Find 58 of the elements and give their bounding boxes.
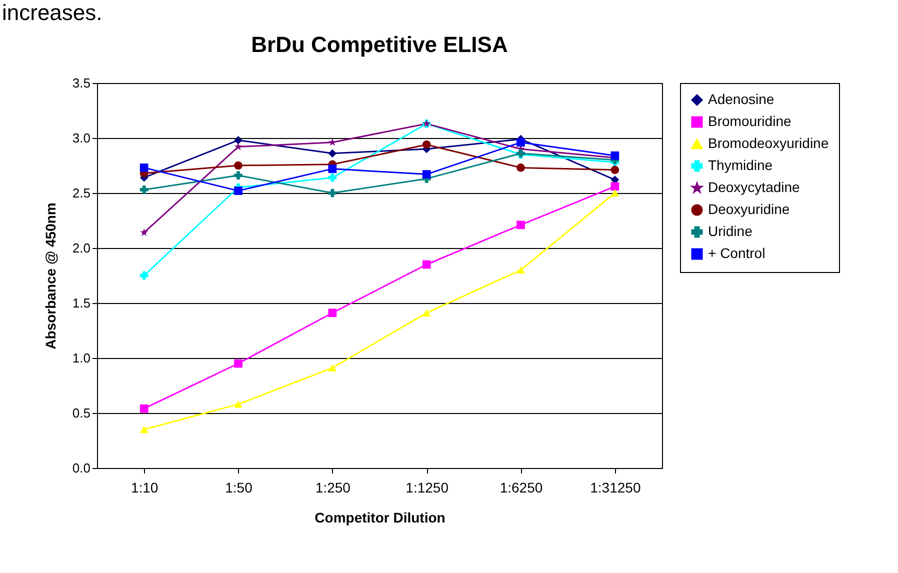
point [328,138,336,146]
x-tick-label: 1:31250 [590,480,641,496]
point [234,400,242,408]
point [422,140,431,149]
x-tick-label: 1:6250 [500,480,543,496]
x-tick-label: 1:250 [315,480,351,496]
point [516,266,525,274]
legend-label: + Control [708,245,766,261]
point [140,404,148,413]
y-tick-label: 3.5 [72,76,90,90]
y-tick-label: 2.5 [72,186,90,200]
point [234,136,242,144]
point [234,186,242,195]
point [140,271,148,280]
point [140,186,148,194]
point [140,164,148,172]
point [328,149,337,158]
point [422,170,431,178]
x-axis-title: Competitor Dilution [314,510,446,526]
point [328,308,337,318]
point [140,426,148,434]
point [328,364,337,372]
point [234,359,242,368]
point [610,166,620,174]
point [328,173,337,182]
y-tick-label: 3.0 [72,130,90,146]
point [422,260,431,269]
point [234,161,242,170]
legend-label: Bromouridine [708,113,792,129]
x-tick-label: 1:1250 [406,480,449,496]
y-tick-label: 2.0 [72,240,90,256]
legend-label: Thymidine [708,157,773,173]
x-tick-label: 1:50 [225,480,253,496]
text: increases. [2,0,102,25]
x-tick-label: 1:10 [130,480,158,496]
y-tick-label: 0.5 [72,406,90,420]
legend-label: Uridine [708,223,753,239]
y-tick-label: 1.0 [72,350,90,366]
point [328,188,337,198]
point [234,142,242,150]
point [610,182,620,191]
point [516,164,525,172]
legend-label: Deoxycytadine [708,179,800,195]
y-tick-label: 0.0 [72,460,90,476]
point [610,151,620,160]
point [234,171,242,180]
y-axis-title: Absorbance @ 450nm [42,202,58,350]
point [516,138,525,147]
legend-label: Adenosine [708,91,774,107]
legend-label: Bromodeoxyuridine [708,135,829,151]
chart-title: BrDu Competitive ELISA [251,32,508,57]
point [516,220,525,230]
point [610,189,620,197]
point [140,228,148,236]
legend-label: Deoxyuridine [708,201,790,217]
y-tick-label: 1.5 [72,296,90,310]
point [422,309,431,317]
point [328,164,337,173]
